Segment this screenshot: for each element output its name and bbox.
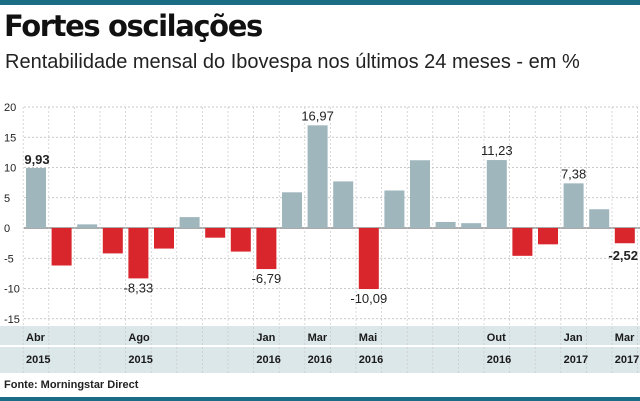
- x-axis-month-label: Mar: [308, 332, 328, 344]
- x-axis-band: [0, 326, 640, 373]
- x-axis-month-label: Ago: [128, 332, 150, 344]
- bar: [205, 228, 226, 238]
- x-axis-year-label: 2016: [487, 354, 511, 366]
- bar: [589, 209, 610, 228]
- data-label: -8,33: [124, 280, 154, 295]
- bar: [461, 223, 482, 228]
- bar: [538, 228, 558, 245]
- data-label: 11,23: [481, 143, 513, 158]
- y-tick-label: 15: [4, 132, 16, 144]
- data-label: 9,93: [24, 152, 49, 167]
- bar: [128, 228, 149, 279]
- gridlines: [22, 106, 640, 373]
- y-tick-label: 20: [4, 102, 16, 114]
- bar: [179, 217, 200, 228]
- bar: [512, 228, 533, 256]
- bar: [563, 183, 584, 228]
- x-axis-labels: Abr 2015 Ago 2015 Jan 2016 Mar 2016 Mai 2016 Out 20…: [26, 332, 639, 366]
- bar: [384, 190, 405, 228]
- bar: [358, 228, 379, 290]
- data-label: 16,97: [301, 108, 334, 123]
- bar: [333, 181, 354, 228]
- x-axis-month-label: Out: [487, 332, 506, 344]
- y-axis-ticks: 20 15 10 5 0 -5 -10 -15: [4, 102, 20, 326]
- x-axis-month-label: Jan: [564, 332, 583, 344]
- bar: [154, 228, 174, 249]
- x-axis-month-label: Jan: [256, 332, 275, 344]
- data-label: -2,52: [608, 248, 638, 263]
- bar: [230, 228, 251, 252]
- x-axis-year-label: 2017: [615, 354, 639, 366]
- x-axis-band-fill: [0, 326, 640, 373]
- y-tick-label: 0: [4, 223, 10, 235]
- bar: [77, 224, 98, 228]
- data-labels: 9,93 -8,33 -6,79 16,97 -10,09 11,23 7,38 -2,52: [24, 108, 638, 306]
- bar: [486, 160, 507, 228]
- chart-title: Fortes oscilações: [4, 9, 263, 43]
- x-axis-month-label: Abr: [26, 332, 46, 344]
- x-axis-month-label: Mai: [359, 332, 377, 344]
- x-axis-year-label: 2016: [359, 354, 383, 366]
- y-tick-label: 10: [4, 163, 16, 175]
- x-axis-year-label: 2015: [26, 354, 50, 366]
- y-tick-label: -5: [4, 253, 14, 265]
- bottom-rule: [0, 397, 640, 401]
- y-tick-label: 5: [4, 193, 10, 205]
- y-tick-label: -15: [4, 314, 20, 326]
- top-rule: [0, 0, 640, 5]
- chart-subtitle: Rentabilidade mensal do Ibovespa nos últ…: [5, 51, 580, 73]
- data-label: -6,79: [252, 271, 282, 286]
- bar: [435, 221, 456, 228]
- x-axis-year-label: 2016: [256, 354, 280, 366]
- bar: [256, 228, 277, 270]
- source-note: Fonte: Morningstar Direct: [4, 379, 139, 391]
- bar: [102, 228, 123, 254]
- data-label: -10,09: [350, 291, 387, 306]
- bar: [614, 228, 635, 244]
- y-tick-label: -10: [4, 284, 20, 296]
- x-axis-year-label: 2017: [564, 354, 588, 366]
- bar: [410, 160, 430, 228]
- x-axis-year-label: 2016: [308, 354, 332, 366]
- bar: [307, 125, 328, 228]
- x-axis-month-label: Mar: [615, 332, 635, 344]
- bar: [282, 192, 302, 228]
- bar: [51, 228, 72, 266]
- x-axis-year-label: 2015: [128, 354, 152, 366]
- data-label: 7,38: [561, 166, 586, 181]
- bar: [26, 167, 46, 228]
- bars: [26, 125, 635, 290]
